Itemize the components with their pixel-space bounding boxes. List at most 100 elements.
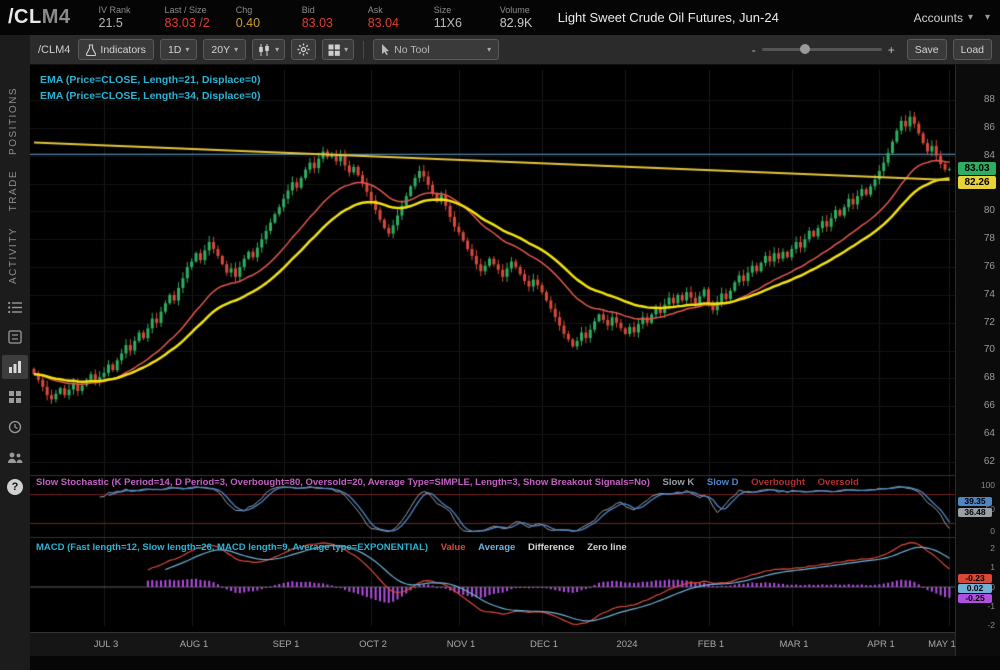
chevron-down-icon: ▾: [185, 45, 190, 54]
legend-oversold: Oversold: [817, 477, 859, 488]
community-icon[interactable]: [2, 445, 28, 469]
legend-slow-k: Slow K: [662, 477, 695, 488]
time-tick: AUG 1: [179, 639, 209, 650]
legend-slow-d: Slow D: [706, 477, 739, 488]
sidebar-tab-positions[interactable]: POSITIONS: [8, 87, 19, 155]
load-button[interactable]: Load: [952, 39, 992, 60]
price-tick: 80: [983, 205, 995, 216]
timeframe-dropdown[interactable]: 1D ▾: [159, 39, 198, 60]
macd-average-bubble: 0.02: [958, 584, 992, 593]
chevron-down-icon: ▾: [234, 45, 239, 54]
stoch-axis-tick: 0: [990, 526, 995, 536]
legend-average: Average: [478, 542, 516, 553]
apps-grid-icon[interactable]: [2, 385, 28, 409]
contract-title: Light Sweet Crude Oil Futures, Jun-24: [557, 10, 779, 25]
chevron-down-icon: ▾: [275, 45, 280, 54]
beaker-icon: [86, 43, 97, 56]
time-tick: MAR 1: [779, 639, 809, 650]
help-icon[interactable]: ?: [2, 475, 28, 499]
indicators-button[interactable]: Indicators: [78, 39, 154, 60]
range-dropdown[interactable]: 20Y ▾: [203, 39, 247, 60]
orders-icon[interactable]: [2, 325, 28, 349]
time-tick: MAY 1: [928, 639, 956, 650]
last-price-bubble: 83.03: [958, 162, 996, 175]
macd-axis-tick: -2: [987, 620, 995, 630]
price-tick: 72: [983, 317, 995, 328]
price-tick: 70: [983, 344, 995, 355]
price-tick: 86: [983, 122, 995, 133]
price-chart-canvas[interactable]: [30, 70, 955, 632]
chart-toolbar: /CLM4 Indicators 1D ▾ 20Y ▾ ▾ ▾ No Tool ▾ …: [30, 35, 1000, 65]
chart-icon[interactable]: [2, 355, 28, 379]
macd-title: MACD (Fast length=12, Slow length=26, MA…: [36, 542, 429, 553]
time-tick: JUL 3: [93, 639, 119, 650]
chart-settings-button[interactable]: [291, 39, 317, 60]
legend-overbought: Overbought: [751, 477, 806, 488]
price-tick: 88: [983, 94, 995, 105]
trendline-value-bubble: 82.26: [958, 176, 996, 189]
chevron-down-icon[interactable]: ▾: [984, 12, 990, 23]
toolbar-symbol: /CLM4: [38, 43, 71, 56]
price-tick: 84: [983, 150, 995, 161]
time-axis[interactable]: JUL 3 AUG 1 SEP 1 OCT 2 NOV 1 DEC 1 2024…: [30, 632, 956, 657]
field-last-size: Last / Size 83.03 /2: [164, 5, 210, 30]
price-tick: 74: [983, 289, 995, 300]
history-icon[interactable]: [2, 415, 28, 439]
slow-k-value-bubble: 36.48: [958, 508, 992, 517]
field-bid: Bid 83.03: [301, 5, 333, 30]
macd-axis-tick: 1: [990, 562, 995, 572]
legend-difference: Difference: [527, 542, 575, 553]
time-tick: DEC 1: [530, 639, 558, 650]
zoom-in-button[interactable]: +: [887, 42, 895, 57]
time-tick: 2024: [616, 639, 638, 650]
toolbar-divider: [363, 40, 365, 59]
macd-header: MACD (Fast length=12, Slow length=26, MA…: [36, 542, 627, 553]
price-tick: 68: [983, 372, 995, 383]
quote-fields: IV Rank 21.5 Last / Size 83.03 /2 Chg 0.40 …: [99, 5, 540, 30]
candlestick-icon: [259, 43, 269, 56]
accounts-dropdown[interactable]: Accounts ▾: [913, 10, 973, 25]
time-tick: SEP 1: [272, 639, 300, 650]
field-ask: Ask 83.04: [367, 5, 399, 30]
cursor-icon: [382, 44, 390, 55]
stoch-axis-tick: 100: [980, 480, 995, 490]
layout-grid-dropdown[interactable]: ▾: [322, 39, 355, 60]
price-tick: 76: [983, 261, 995, 272]
symbol-suffix: M4: [41, 6, 71, 28]
stochastic-title: Slow Stochastic (K Period=14, D Period=3…: [36, 477, 650, 488]
field-volume: Volume 82.9K: [499, 5, 533, 30]
sidebar-tab-trade[interactable]: TRADE: [8, 170, 19, 212]
macd-difference-bubble: -0.25: [958, 594, 992, 603]
zoom-out-button[interactable]: -: [751, 42, 756, 57]
zoom-slider-track[interactable]: [761, 44, 882, 54]
price-axis[interactable]: 88 86 84 82 80 78 76 74 72 70 68 66 64 6…: [955, 65, 1000, 656]
macd-axis-tick: -1: [987, 601, 995, 611]
zoom-control: - +: [752, 43, 895, 57]
slow-d-value-bubble: 39.35: [958, 497, 992, 506]
macd-axis-tick: 0: [990, 582, 995, 592]
field-size: Size 11X6: [433, 5, 462, 30]
left-sidebar: POSITIONS TRADE ACTIVITY ?: [0, 35, 31, 670]
symbol-label: /CLM4: [8, 6, 71, 28]
field-chg: Chg 0.40: [235, 5, 261, 30]
zoom-slider-handle[interactable]: [799, 44, 810, 54]
time-tick: NOV 1: [446, 639, 476, 650]
ema21-study-label: EMA (Price=CLOSE, Length=21, Displace=0): [40, 74, 261, 86]
ema34-study-label: EMA (Price=CLOSE, Length=34, Displace=0): [40, 90, 261, 102]
watchlist-icon[interactable]: [2, 295, 28, 319]
legend-zero-line: Zero line: [587, 542, 627, 553]
drawing-tool-dropdown[interactable]: No Tool ▾: [373, 39, 500, 60]
save-button[interactable]: Save: [906, 39, 947, 60]
time-tick: APR 1: [867, 639, 895, 650]
gear-icon: [297, 43, 310, 56]
time-tick: OCT 2: [359, 639, 387, 650]
time-tick: FEB 1: [697, 639, 725, 650]
macd-value-bubble: -0.23: [958, 574, 992, 583]
chevron-down-icon: ▾: [967, 12, 973, 23]
chart-style-dropdown[interactable]: ▾: [252, 39, 286, 60]
sidebar-tab-activity[interactable]: ACTIVITY: [8, 227, 19, 285]
price-tick: 64: [983, 428, 995, 439]
price-tick: 78: [983, 233, 995, 244]
legend-value: Value: [440, 542, 466, 553]
